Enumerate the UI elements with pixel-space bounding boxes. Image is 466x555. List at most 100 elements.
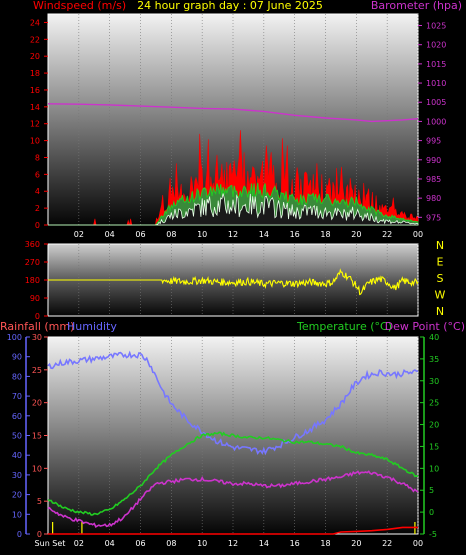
time-tick-label: 00 [413,230,423,239]
time-tick-label: 14 [259,230,269,239]
time-tick-label: 00 [413,539,423,548]
temperature-tick-label: 0 [429,508,434,517]
humidity-axis-title: Humidity [67,320,117,333]
time-tick-label: 10 [197,539,207,548]
time-tick-label: 10 [197,230,207,239]
direction-tick-label: 90 [30,294,40,303]
time-tick-label: 02 [74,539,84,548]
windspeed-tick-label: 8 [35,153,40,162]
time-tick-label: 06 [135,539,145,548]
windspeed-tick-label: 20 [30,52,40,61]
temperature-ticks: -5 0 5 10 15 20 25 30 35 40 [420,333,439,539]
temperature-tick-label: 25 [429,399,439,408]
temperature-tick-label: 15 [429,442,439,451]
time-tick-label: 18 [320,230,330,239]
compass-label-e: E [437,256,444,269]
barometer-tick-label: 980 [426,194,441,203]
humidity-tick-label: 0 [17,530,22,539]
humidity-series [47,350,419,456]
time-tick-label: 04 [105,230,115,239]
windspeed-tick-label: 24 [30,18,40,27]
wind-panel-grid [78,14,419,225]
windspeed-tick-label: 0 [35,221,40,230]
barometer-series [47,103,419,123]
rainfall-tick-label: 5 [37,497,42,506]
compass-label-n: N [436,305,444,318]
temperature-tick-label: -5 [429,530,437,539]
humidity-tick-label: 100 [7,333,22,342]
temperature-series [47,431,419,516]
rainfall-tick-label: 25 [32,366,42,375]
humidity-tick-label: 50 [12,432,22,441]
barometer-tick-label: 1025 [426,22,446,31]
temperature-tick-label: 30 [429,377,439,386]
windspeed-tick-label: 12 [30,120,40,129]
humidity-tick-label: 10 [12,510,22,519]
temperature-tick-label: 35 [429,355,439,364]
sunset-label: Sun Set [35,539,66,548]
barometer-tick-label: 985 [426,175,441,184]
compass-label-w: W [435,289,446,302]
time-tick-label: 12 [228,230,238,239]
windspeed-tick-label: 14 [30,103,40,112]
time-tick-label: 22 [382,230,392,239]
windspeed-tick-label: 6 [35,170,40,179]
barometer-ticks: 975 980 985 990 995 1000 1005 1010 1015 1020 1025 [418,22,446,222]
time-tick-label: 08 [166,539,176,548]
windspeed-tick-label: 22 [30,35,40,44]
wind-speed-series [48,193,419,226]
time-tick-label: 20 [351,539,361,548]
barometer-tick-label: 995 [426,137,441,146]
wind-direction-series [48,268,419,296]
humidity-tick-label: 70 [12,392,22,401]
time-tick-label: 14 [259,539,269,548]
humidity-tick-label: 30 [12,471,22,480]
dewpoint-axis-title: Dew Point (°C) [385,320,465,333]
barometer-tick-label: 1000 [426,117,446,126]
direction-tick-label: 270 [25,258,40,267]
humidity-tick-label: 90 [12,353,22,362]
direction-degree-ticks: 0 90 180 270 360 [25,240,48,321]
rainfall-tick-label: 30 [32,333,42,342]
climate-panel-background [47,336,419,535]
humidity-tick-label: 20 [12,491,22,500]
windspeed-tick-label: 16 [30,86,40,95]
humidity-tick-label: 40 [12,451,22,460]
windspeed-tick-label: 2 [35,204,40,213]
temperature-axis-title: Temperature (°C) [296,320,392,333]
barometer-tick-label: 1020 [426,41,446,50]
time-tick-label: 08 [166,230,176,239]
time-tick-label: 22 [382,539,392,548]
direction-tick-label: 180 [25,276,40,285]
humidity-ticks: 0 10 20 30 40 50 60 70 80 90 100 [7,333,30,539]
time-tick-label: 04 [105,539,115,548]
barometer-tick-label: 1010 [426,79,446,88]
rainfall-axis-title: Rainfall (mm) [0,320,74,333]
time-tick-label: 20 [351,230,361,239]
humidity-tick-label: 60 [12,412,22,421]
time-tick-label: 16 [290,230,300,239]
temperature-tick-label: 20 [429,421,439,430]
rainfall-tick-label: 15 [32,432,42,441]
direction-panel-series [48,268,419,296]
rainfall-ticks: 0 5 10 15 20 25 30 [32,333,48,539]
barometer-tick-label: 1005 [426,98,446,107]
barometer-tick-label: 990 [426,156,441,165]
compass-label-n: N [436,239,444,252]
barometer-tick-label: 975 [426,213,441,222]
windspeed-axis-title: Windspeed (m/s) [33,0,126,12]
wind-time-ticks: 02 04 06 08 10 12 14 16 18 20 22 00 [74,230,423,239]
windspeed-tick-label: 10 [30,137,40,146]
time-tick-label: 16 [290,539,300,548]
barometer-tick-label: 1015 [426,60,446,69]
wind-panel-series [47,103,419,226]
time-tick-label: 06 [135,230,145,239]
temperature-tick-label: 10 [429,464,439,473]
chart-title: 24 hour graph day : 07 June 2025 [137,0,323,12]
rainfall-tick-label: 0 [37,530,42,539]
barometer-axis-title: Barometer (hpa) [371,0,462,12]
temperature-tick-label: 40 [429,333,439,342]
